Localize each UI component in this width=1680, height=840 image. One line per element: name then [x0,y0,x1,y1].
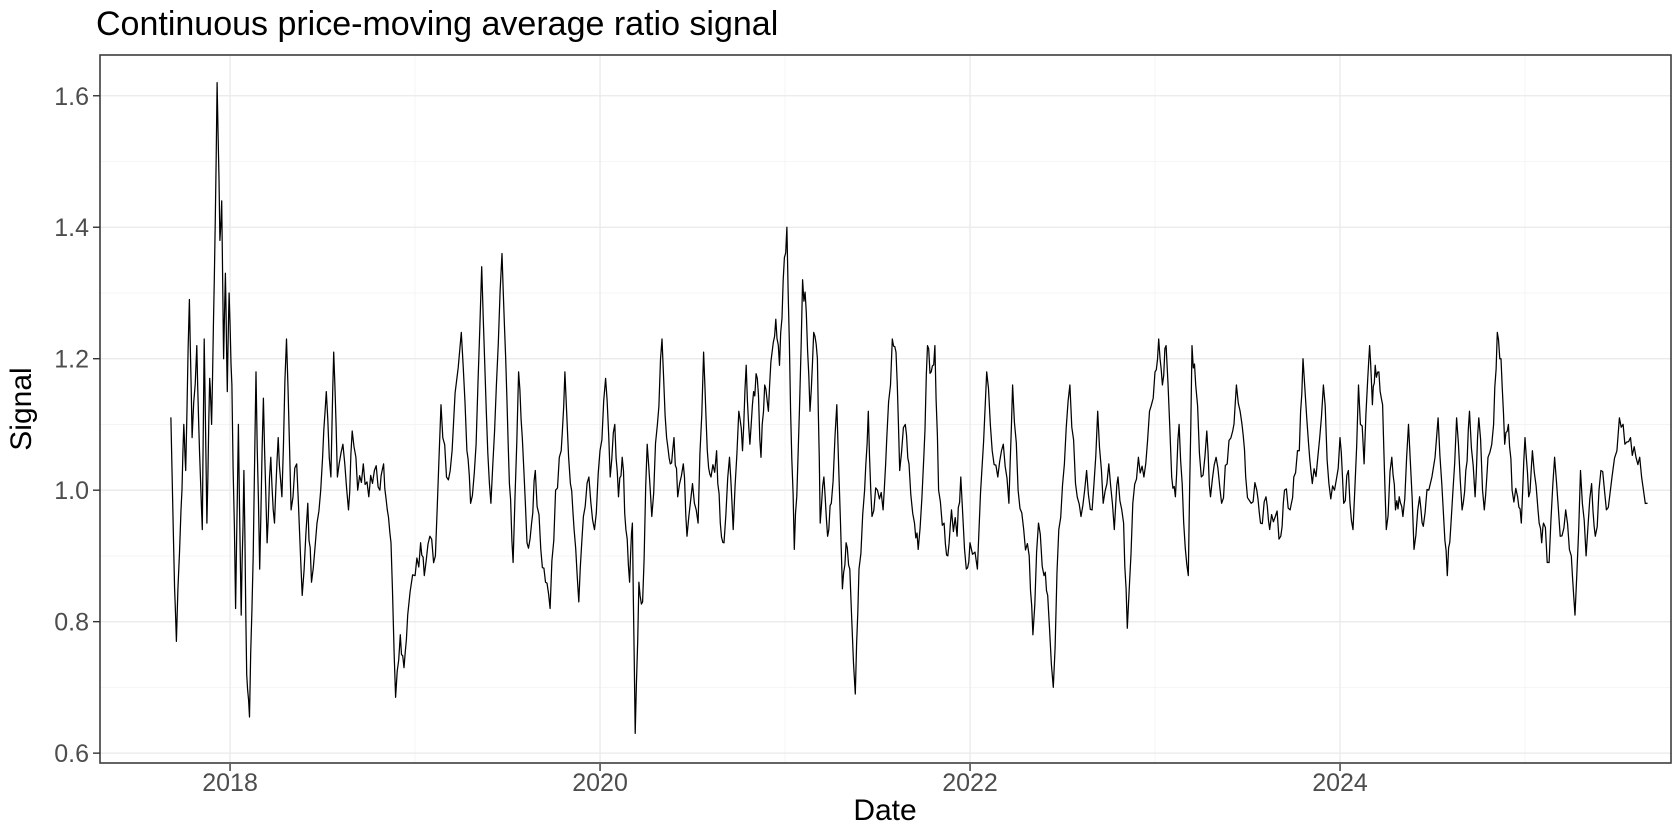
y-tick-label: 1.6 [54,83,89,111]
y-tick-label: 0.6 [54,740,89,768]
chart-title: Continuous price-moving average ratio si… [96,5,778,43]
x-tick-label: 2024 [1312,769,1368,797]
axes: 2018 2020 2022 2024 0.6 0.8 1.0 1.2 1.4 1.6 [54,83,1368,797]
plot-panel [100,55,1671,763]
y-axis-title: Signal [5,367,38,450]
x-tick-label: 2022 [942,769,998,797]
y-tick-label: 1.2 [54,346,89,374]
y-tick-label: 1.0 [54,477,89,505]
x-axis-title: Date [853,794,916,827]
y-tick-label: 1.4 [54,214,89,242]
series-price_ma_ratio [170,81,1648,735]
x-tick-label: 2018 [202,769,258,797]
x-tick-label: 2020 [572,769,628,797]
y-tick-label: 0.8 [54,609,89,637]
panel-border [99,54,1672,764]
signal-line-series [170,81,1648,735]
gridlines [100,55,1671,763]
